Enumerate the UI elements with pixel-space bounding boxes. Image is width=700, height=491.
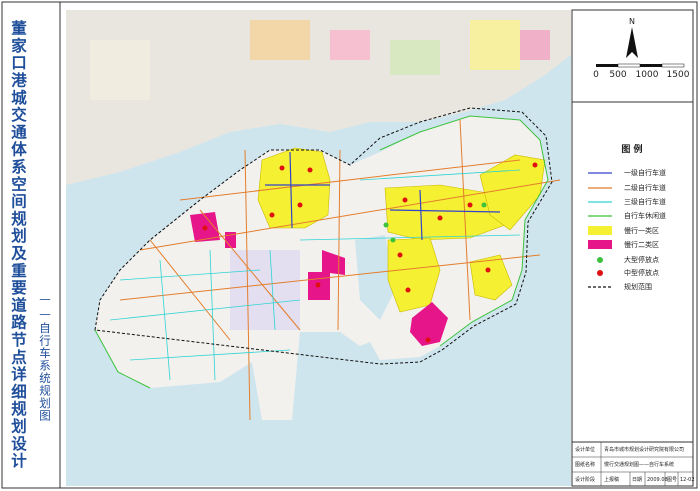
title-block-label: 图号 bbox=[667, 477, 677, 483]
legend-label: 二级自行车道 bbox=[624, 183, 666, 192]
north-land bbox=[66, 10, 571, 185]
bike-leisure-lanes bbox=[94, 115, 549, 389]
scale-label: 1000 bbox=[636, 70, 659, 80]
map bbox=[66, 10, 571, 486]
legend-symbols bbox=[588, 172, 612, 288]
scale-label: 500 bbox=[609, 70, 626, 80]
legend-label: 中型停放点 bbox=[624, 268, 659, 277]
panel-frame bbox=[571, 9, 694, 487]
bike-lanes-level-1 bbox=[265, 151, 501, 241]
legend-label: 一级自行车道 bbox=[624, 168, 666, 177]
bike-lanes-level-2 bbox=[119, 119, 561, 421]
scale-label: 0 bbox=[593, 70, 599, 80]
legend-label: 三级自行车道 bbox=[624, 197, 666, 206]
title-block-label: 图纸名称 bbox=[575, 461, 595, 468]
north-arrow bbox=[626, 27, 638, 58]
north-development bbox=[90, 20, 550, 100]
legend-label: 规划范围 bbox=[624, 282, 652, 291]
scale-bar bbox=[596, 63, 685, 68]
title-block-value: 慢行交通规划图——自行车系统 bbox=[604, 461, 674, 468]
title-block-label: 设计阶段 bbox=[575, 476, 595, 483]
legend-label: 慢行二类区 bbox=[624, 240, 659, 249]
legend-title: 图 例 bbox=[621, 143, 642, 155]
legend-label: 慢行一类区 bbox=[624, 226, 659, 235]
bike-lanes-level-3 bbox=[109, 169, 521, 381]
parking-points bbox=[202, 162, 538, 343]
scale-label: 1500 bbox=[667, 70, 690, 80]
slow-zone-1 bbox=[257, 147, 546, 313]
lake bbox=[355, 235, 395, 320]
title-block-label: 日期 bbox=[632, 477, 642, 483]
title-block-value: 2009.08 bbox=[647, 477, 668, 483]
planning-boundary bbox=[94, 107, 553, 365]
title-block-value: 12-02 bbox=[680, 477, 695, 483]
legend-label: 大型停放点 bbox=[624, 255, 659, 264]
north-label: N bbox=[629, 17, 635, 26]
title-block-value: 青岛市城市规划设计研究院有限公司 bbox=[604, 446, 684, 453]
title-block-value: 上报稿 bbox=[604, 476, 619, 483]
drawing-title: 董家口港城交通体系空间规划及重要道路节点详细规划设计 bbox=[9, 20, 27, 470]
title-block-label: 设计单位 bbox=[575, 446, 595, 453]
legend-label: 自行车休闲道 bbox=[624, 211, 666, 220]
title-block-grid bbox=[572, 442, 693, 486]
drawing-subtitle: ——自行车系统规划图 bbox=[38, 292, 52, 422]
